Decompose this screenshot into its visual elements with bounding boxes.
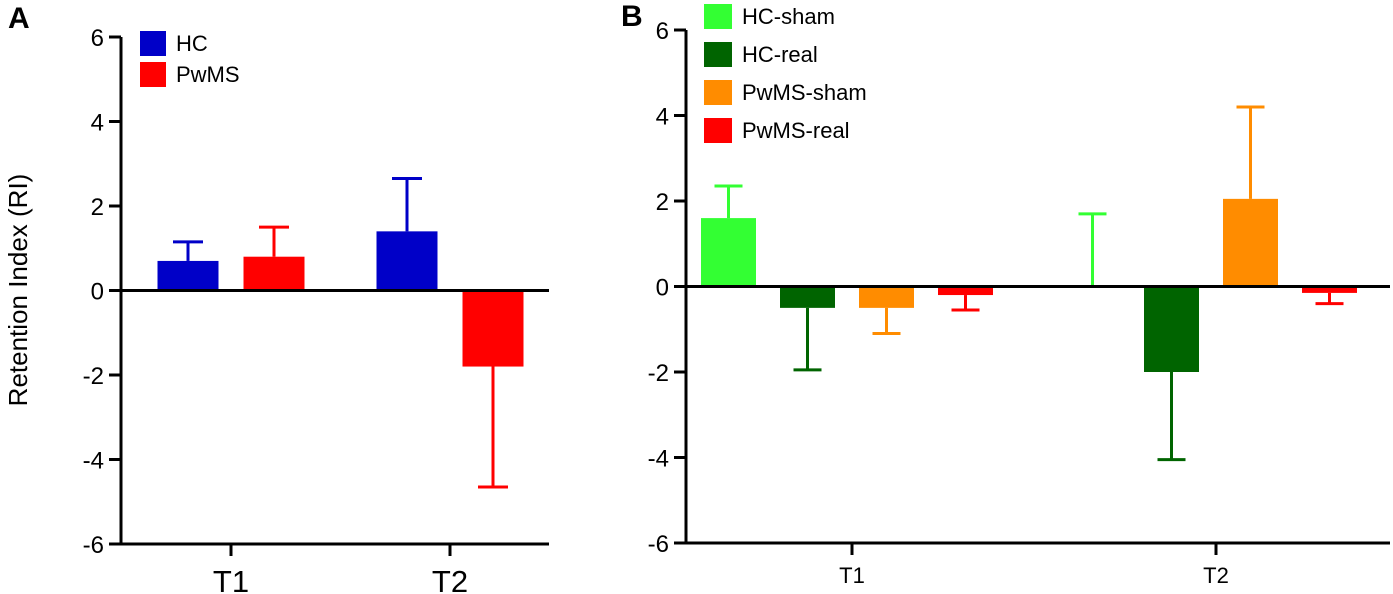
panel-b-bar [1302,286,1357,293]
panel-b-bar [780,286,835,308]
panel-b-bar [1144,286,1199,372]
panel-a-y-tick-label: -2 [83,363,104,390]
panel-b-legend-label: HC-real [742,42,818,67]
panel-b-bar [859,286,914,308]
panel-b-letter: B [621,0,643,33]
panel-b-legend-swatch [704,118,732,143]
panel-b-x-tick-label: T1 [839,563,865,588]
panel-a-bar [376,231,438,291]
panel-b-legend-swatch [704,80,732,105]
panel-a-y-tick-label: 4 [91,110,104,137]
panel-a-legend-swatch [140,62,166,87]
panel-b-legend-swatch [704,42,732,67]
panel-b-chart: 6 4 2 0 -2 -4 -6 T1 T2 HC-sham HC-real PwMS-sham PwM… [648,4,1390,588]
panel-a-y-tick-label: -4 [83,448,104,475]
panel-b-y-tick-label: -2 [648,360,669,387]
panel-b-legend-label: HC-sham [742,4,835,29]
panel-b-y-tick-label: -6 [648,531,669,558]
panel-a-bar [157,260,219,291]
panel-b-bar [1223,198,1278,287]
panel-a-letter: A [8,2,30,35]
panel-a-chart: 6 4 2 0 -2 -4 -6 T1 T2 HC PwMS [83,25,549,594]
panel-a-x-tick-label: T1 [213,564,249,594]
panel-b-y-tick-label: 2 [656,189,669,216]
panel-b-x-tick-label: T2 [1203,563,1229,588]
panel-a-y-tick-label: 0 [91,279,104,306]
panel-a-legend-swatch [140,31,166,56]
panel-a-bar [243,256,305,291]
panel-b-legend-label: PwMS-sham [742,80,867,105]
panel-b-y-tick-label: 0 [656,275,669,302]
panel-a-y-tick-label: 6 [91,25,104,52]
panel-b-bar [701,218,756,287]
panel-a-legend-label: HC [176,31,208,56]
panel-a-y-tick-label: 2 [91,194,104,221]
panel-b-legend-swatch [704,4,732,29]
panel-a-y-tick-label: -6 [83,532,104,559]
panel-b-legend-label: PwMS-real [742,118,850,143]
panel-b-y-tick-label: 6 [656,18,669,45]
panel-a-y-axis-label: Retention Index (RI) [3,174,33,407]
panel-a-legend-label: PwMS [176,62,240,87]
panel-a-x-tick-label: T2 [432,564,468,594]
panel-b-y-tick-label: -4 [648,446,669,473]
panel-b-bar [938,286,993,296]
panel-b-y-tick-label: 4 [656,104,669,131]
panel-a-bar [462,290,524,367]
